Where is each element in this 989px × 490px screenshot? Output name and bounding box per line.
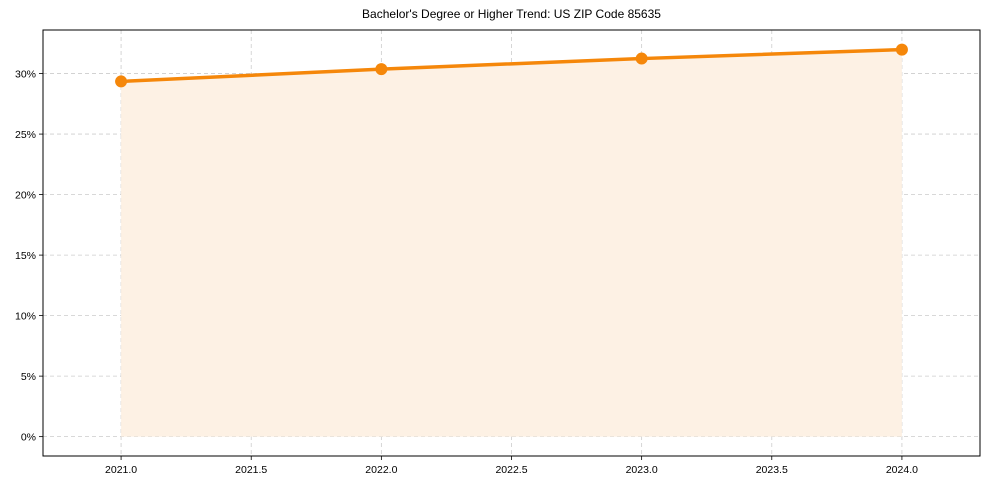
area-fill (121, 49, 902, 437)
x-tick-label: 2022.0 (365, 464, 397, 476)
y-tick-label: 20% (15, 190, 36, 202)
x-tick-label: 2023.5 (756, 464, 788, 476)
x-axis: 2021.0 2021.5 2022.0 2022.5 2023.0 2023.5 2024… (105, 456, 918, 476)
x-tick-label: 2024.0 (886, 464, 918, 476)
data-point-marker (635, 52, 648, 65)
data-markers (115, 43, 908, 88)
y-tick-label: 30% (15, 69, 36, 81)
data-point-marker (375, 63, 388, 76)
y-tick-label: 5% (21, 371, 36, 383)
y-tick-label: 0% (21, 432, 36, 444)
chart-title: Bachelor's Degree or Higher Trend: US ZI… (362, 7, 661, 21)
x-tick-label: 2023.0 (626, 464, 658, 476)
y-tick-label: 25% (15, 129, 36, 141)
x-tick-label: 2021.5 (235, 464, 267, 476)
data-point-marker (115, 75, 128, 88)
data-point-marker (895, 43, 908, 56)
y-tick-label: 10% (15, 311, 36, 323)
data-line (119, 47, 904, 84)
x-tick-label: 2021.0 (105, 464, 137, 476)
y-tick-label: 15% (15, 250, 36, 262)
x-tick-label: 2022.5 (495, 464, 527, 476)
y-axis: 0% 5% 10% 15% 20% 25% 30% (15, 69, 43, 444)
